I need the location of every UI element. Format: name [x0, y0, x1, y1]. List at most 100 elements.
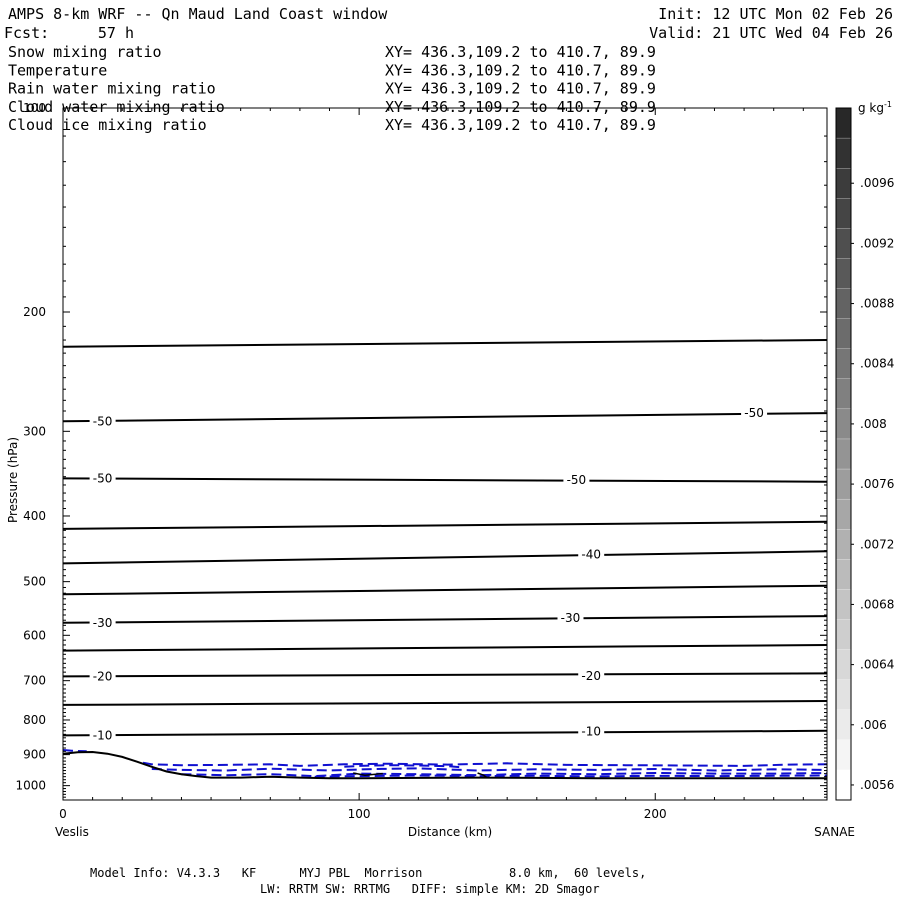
- colorbar-swatch: [835, 198, 852, 229]
- isotherm-label: -30: [93, 616, 113, 630]
- x-left-endpoint-label: Veslis: [55, 825, 89, 839]
- isotherm-label-bg: [578, 724, 605, 738]
- colorbar-swatch: [835, 498, 852, 530]
- colorbar-swatch: [835, 619, 852, 651]
- colorbar-tick-label: .0092: [860, 236, 894, 250]
- terrain-surface-line: [62, 750, 827, 780]
- colorbar-tick-label: .0056: [860, 778, 894, 792]
- field-xy-1: XY= 436.3,109.2 to 410.7, 89.9: [385, 61, 656, 79]
- colorbar-swatch: [835, 228, 852, 260]
- y-tick-label: 600: [23, 628, 46, 642]
- isotherm-line-2: [62, 477, 828, 483]
- model-info-line2: LW: RRTM SW: RRTMG DIFF: simple KM: 2D S…: [260, 882, 600, 896]
- isotherm-label: -50: [744, 406, 764, 420]
- isotherm-line-6: [62, 615, 828, 624]
- field-xy-4: XY= 436.3,109.2 to 410.7, 89.9: [385, 116, 656, 134]
- colorbar-swatch: [835, 348, 852, 380]
- colorbar-swatch: [835, 318, 852, 350]
- colorbar-swatch: [835, 137, 852, 169]
- colorbar-unit-exponent: -1: [884, 100, 892, 109]
- field-xy-2: XY= 436.3,109.2 to 410.7, 89.9: [385, 80, 656, 98]
- isotherm-label-bg: [89, 471, 116, 485]
- y-tick-label: 400: [23, 509, 46, 523]
- y-tick-label: 800: [23, 713, 46, 727]
- isotherm-label-bg: [89, 414, 116, 428]
- field-xy-3: XY= 436.3,109.2 to 410.7, 89.9: [385, 98, 656, 116]
- isotherm-label: -40: [581, 548, 601, 562]
- plot-frame: [62, 107, 828, 801]
- isotherm-label: -20: [581, 669, 601, 683]
- isotherm-line-1: [62, 412, 828, 423]
- forecast-label: Fcst:: [4, 24, 49, 42]
- field-name-0: Snow mixing ratio: [8, 43, 162, 61]
- isotherm-label-bg: [563, 473, 590, 487]
- y-axis-label: Pressure (hPa): [6, 437, 20, 523]
- isotherm-label-bg: [89, 615, 116, 629]
- colorbar-frame: [835, 107, 852, 801]
- isotherm-label: -50: [93, 414, 113, 428]
- isotherm-line-3: [62, 520, 828, 530]
- colorbar-tick-label: .0088: [860, 297, 894, 311]
- colorbar-swatch: [835, 769, 852, 801]
- isotherm-label: -20: [93, 669, 113, 683]
- colorbar-swatch: [835, 408, 852, 440]
- colorbar-swatch: [835, 468, 852, 500]
- cloud-water-contour-4: [314, 774, 828, 778]
- colorbar-swatch: [835, 529, 852, 560]
- colorbar-tick-label: .0072: [860, 537, 894, 551]
- isotherm-label: -50: [567, 473, 587, 487]
- y-tick-label: 1000: [15, 779, 46, 793]
- field-xy-0: XY= 436.3,109.2 to 410.7, 89.9: [385, 43, 656, 61]
- isotherm-label: -50: [93, 471, 113, 485]
- field-name-4: Cloud ice mixing ratio: [8, 116, 207, 134]
- init-time: Init: 12 UTC Mon 02 Feb 26: [658, 5, 893, 23]
- cloud-water-contour-5: [344, 764, 463, 769]
- isotherm-label-bg: [741, 406, 768, 420]
- colorbar-swatch: [835, 649, 852, 681]
- y-tick-label: 200: [23, 305, 46, 319]
- colorbar: .0096 .0092 .0088 .0084 .008 .0076 .0072 .0068.…: [835, 107, 894, 801]
- y-tick-label: 900: [23, 748, 46, 762]
- isotherm-line-7: [62, 644, 828, 652]
- y-tick-label: 100: [23, 101, 46, 115]
- cloud-water-contour-2: [151, 767, 828, 772]
- isotherm-label-bg: [578, 547, 605, 561]
- isotherm-label: -10: [93, 728, 113, 742]
- colorbar-tick-label: .0064: [860, 658, 894, 672]
- field-name-3: Cloud water mixing ratio: [8, 98, 225, 116]
- x-axis-label: Distance (km): [408, 825, 492, 839]
- colorbar-swatch: [835, 739, 852, 771]
- isotherm-label-bg: [89, 669, 116, 683]
- x-right-endpoint-label: SANAE: [814, 825, 855, 839]
- isotherm-label-bg: [89, 728, 116, 742]
- x-tick-label: 200: [644, 807, 667, 821]
- model-info-line1: Model Info: V4.3.3 KF MYJ PBL Morrison 8…: [90, 866, 646, 880]
- colorbar-tick-label: .0068: [860, 597, 894, 611]
- field-list: Snow mixing ratio XY= 436.3,109.2 to 410.…: [8, 43, 656, 134]
- field-name-2: Rain water mixing ratio: [8, 80, 216, 98]
- isotherm-label: -30: [561, 611, 581, 625]
- y-tick-label: 700: [23, 674, 46, 688]
- colorbar-unit: g kg-1: [858, 100, 892, 115]
- colorbar-tick-label: .0096: [860, 176, 894, 190]
- snow-contour-1: [477, 772, 487, 778]
- cloud-water-contour-1: [142, 761, 828, 767]
- plot-area: -50 -50 -50 -50 -40 -30 -30 -20 -20 -10 -10: [62, 339, 828, 780]
- chart-title: AMPS 8-km WRF -- Qn Maud Land Coast wind…: [8, 5, 388, 23]
- y-tick-label: 300: [23, 424, 46, 438]
- valid-time: Valid: 21 UTC Wed 04 Feb 26: [649, 24, 893, 42]
- x-tick-label: 100: [348, 807, 371, 821]
- x-tick-label: 0: [59, 807, 67, 821]
- isotherm-line-10: [62, 729, 828, 737]
- isotherm-label-bg: [557, 611, 584, 625]
- colorbar-tick-label: .006: [860, 718, 887, 732]
- colorbar-swatch: [835, 288, 852, 320]
- colorbar-tick-label: .0076: [860, 477, 894, 491]
- colorbar-swatch: [835, 709, 852, 741]
- isotherm-label: -10: [581, 725, 601, 739]
- isotherm-line-8: [62, 672, 828, 678]
- snow-contour-0: [353, 772, 383, 776]
- colorbar-swatch: [835, 258, 852, 290]
- y-tick-label: 500: [23, 575, 46, 589]
- isotherm-line-0: [62, 339, 828, 348]
